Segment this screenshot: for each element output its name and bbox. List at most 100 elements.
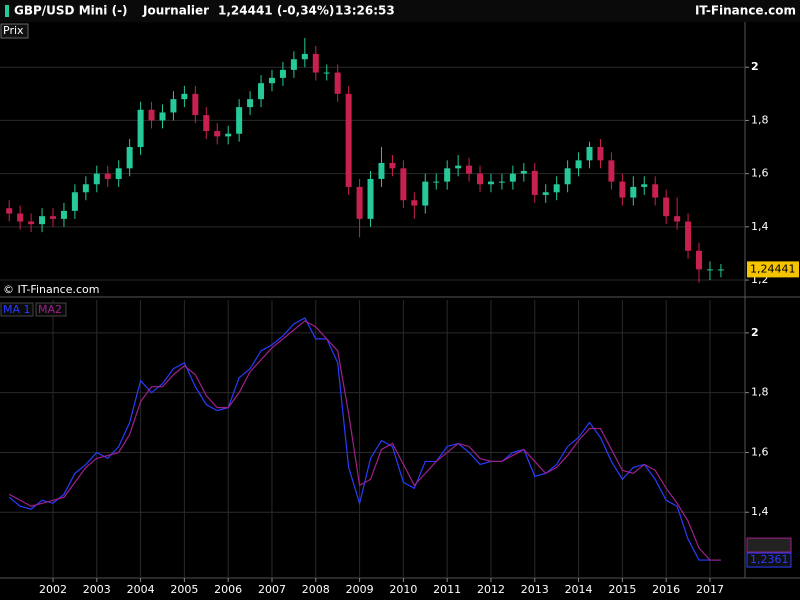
legend-box [35, 302, 67, 317]
ma1-last-box [746, 552, 792, 568]
candle-body [323, 72, 330, 74]
candle-body [509, 173, 516, 182]
candle-body [564, 168, 571, 185]
candle-body [28, 221, 35, 225]
candle-body [553, 184, 560, 193]
candle-body [312, 53, 319, 73]
candle-body [542, 192, 549, 195]
candle-body [115, 168, 122, 179]
time: 13:26:53 [335, 4, 395, 18]
y-tick-label: 2 [751, 60, 759, 73]
x-tick-label: 2015 [608, 583, 636, 596]
legend-box [0, 302, 34, 317]
candle-body [575, 160, 582, 169]
candle-body [663, 197, 670, 217]
candle-body [148, 109, 155, 121]
candle-body [696, 250, 703, 270]
x-tick-label: 2011 [433, 583, 461, 596]
candle-body [411, 200, 418, 206]
x-tick-label: 2017 [696, 583, 724, 596]
header-bar [0, 0, 800, 22]
ma2-last-box [746, 537, 792, 553]
candle-body [39, 216, 46, 225]
candle-body [6, 208, 13, 214]
candle-body [630, 186, 637, 198]
candle-body [717, 269, 724, 271]
candle-body [49, 216, 56, 219]
candle-body [214, 131, 221, 137]
y-tick-label: 1,6 [751, 445, 769, 458]
candle-body [455, 165, 462, 169]
candle-body [597, 147, 604, 161]
last-price-box [747, 261, 799, 278]
candle-body [608, 160, 615, 182]
candle-body [71, 192, 78, 211]
y-tick-label: 1,6 [751, 167, 769, 180]
y-tick-label: 1,4 [751, 505, 769, 518]
candle-body [137, 109, 144, 148]
x-tick-label: 2008 [302, 583, 330, 596]
x-tick-label: 2002 [39, 583, 67, 596]
candle-body [641, 184, 648, 187]
candle-body [247, 99, 254, 108]
y-tick-label: 1,8 [751, 113, 769, 126]
candle-body [531, 170, 538, 195]
last-price-label: 1,24441 [750, 262, 796, 275]
x-tick-label: 2013 [521, 583, 549, 596]
candle-body [652, 184, 659, 198]
candle-body [181, 93, 188, 100]
ma-line [8, 320, 721, 561]
symbol: GBP/USD Mini (-) [14, 4, 128, 18]
candle-body [60, 210, 67, 219]
candle-body [466, 165, 473, 174]
candle-body [706, 269, 713, 271]
candle-body [400, 168, 407, 201]
y-tick-label: 1,8 [751, 386, 769, 399]
candle-body [203, 115, 210, 132]
candle-body [192, 93, 199, 116]
candle-body [433, 181, 440, 183]
candle-body [290, 59, 297, 70]
y-tick-label: 2 [751, 326, 759, 339]
candle-body [268, 77, 275, 84]
candle-body [367, 178, 374, 219]
candle-body [477, 173, 484, 185]
ma1-last-label: 1,2361 [750, 553, 789, 566]
candle-body [225, 133, 232, 137]
candle-body [674, 216, 681, 222]
watermark: © IT-Finance.com [3, 283, 100, 296]
panel-label: Prix [3, 24, 24, 37]
candle-body [422, 181, 429, 206]
candle-body [520, 170, 527, 174]
x-tick-label: 2004 [127, 583, 155, 596]
candle-body [279, 69, 286, 78]
candle-body [301, 53, 308, 60]
legend-entry: MA2 [38, 303, 62, 316]
candle-body [236, 107, 243, 134]
y-tick-label: 1,4 [751, 220, 769, 233]
x-tick-label: 2009 [346, 583, 374, 596]
x-tick-label: 2005 [170, 583, 198, 596]
x-tick-label: 2006 [214, 583, 242, 596]
candle-body [258, 83, 265, 100]
x-tick-label: 2016 [652, 583, 680, 596]
candle-body [104, 173, 111, 179]
x-tick-label: 2007 [258, 583, 286, 596]
x-tick-label: 2012 [477, 583, 505, 596]
candle-body [586, 147, 593, 161]
candle-body [159, 112, 166, 121]
candle-body [356, 186, 363, 219]
period: Journalier [142, 4, 209, 18]
legend-entry: MA 1 [3, 303, 31, 316]
header-icon [5, 5, 9, 17]
candle-body [378, 162, 385, 179]
candle-body [345, 93, 352, 187]
candle-body [487, 181, 494, 185]
candle-body [170, 99, 177, 113]
brand: IT-Finance.com [695, 4, 796, 18]
candle-body [619, 181, 626, 198]
candle-body [389, 162, 396, 169]
candle-body [685, 221, 692, 251]
quote: 1,24441 (-0,34%) [218, 4, 334, 18]
